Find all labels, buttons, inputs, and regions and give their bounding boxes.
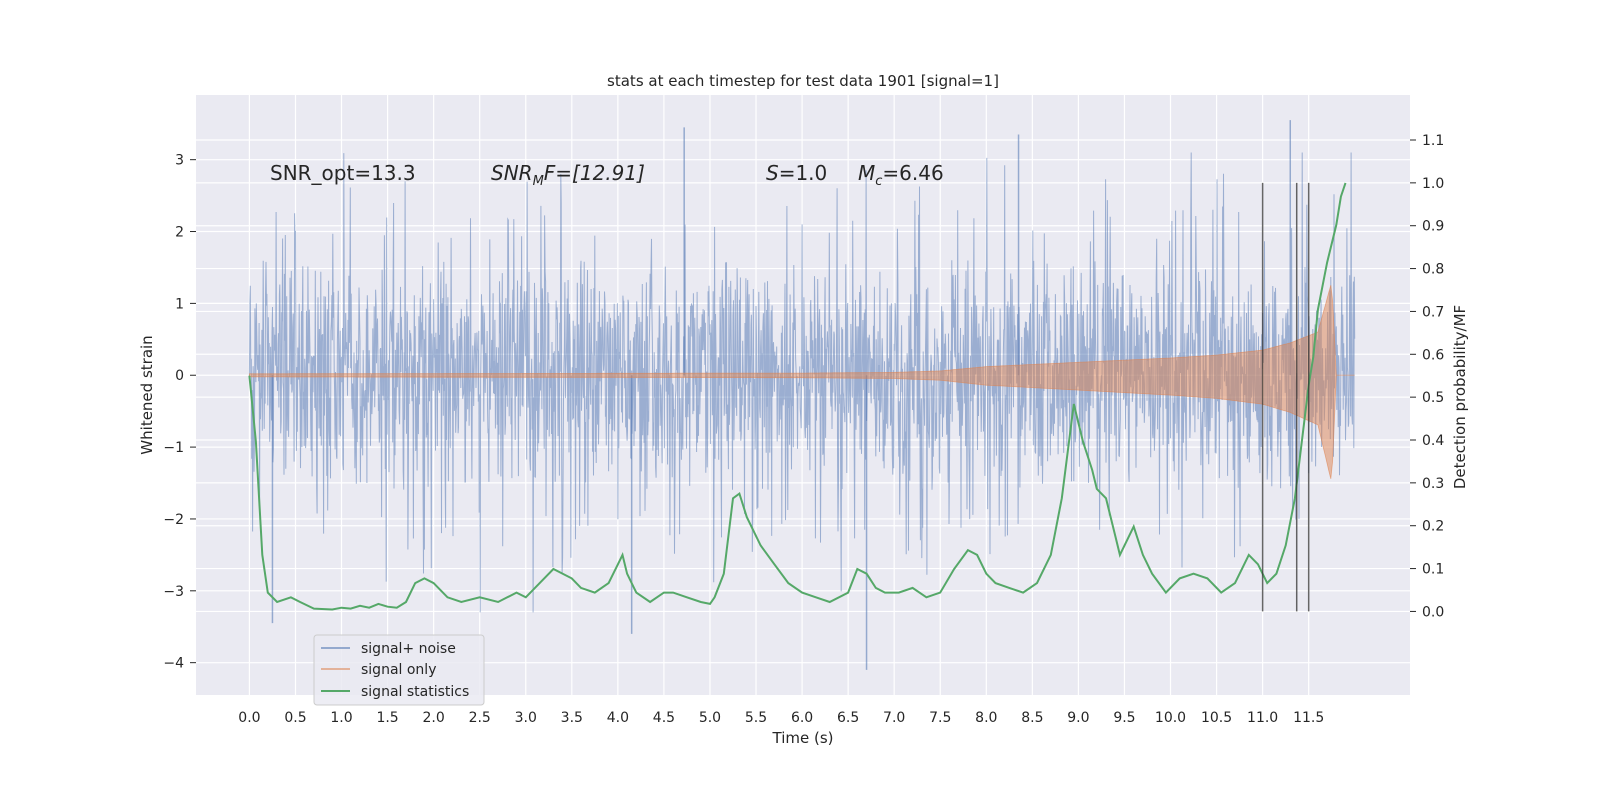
mc-rest: =6.46	[882, 161, 943, 185]
x-tick-label: 3.5	[561, 710, 583, 726]
left-axis-label: Whitened strain	[138, 335, 156, 454]
snr-mf-sub: M	[533, 174, 544, 189]
left-axis-ticks: 3 2 1 0 −1 −2 −3 −4	[163, 153, 196, 672]
right-gridlines	[196, 139, 1410, 613]
legend-label-signal: signal only	[361, 662, 436, 678]
x-tick-label: 11.0	[1247, 710, 1278, 726]
s-rest: =1.0	[779, 161, 828, 185]
x-tick-label: 2.0	[423, 710, 445, 726]
s-var: S	[766, 161, 779, 185]
x-tick-label: 9.0	[1067, 710, 1089, 726]
x-tick-label: 8.0	[975, 710, 997, 726]
chart-title: stats at each timestep for test data 190…	[607, 72, 999, 90]
x-axis-ticks: 0.0 0.5 1.0 1.5 2.0 2.5 3.0 3.5 4.0 4.5 5.0 5.5 6.0 6…	[238, 710, 1324, 726]
x-tick-label: 0.5	[284, 710, 306, 726]
x-tick-label: 5.0	[699, 710, 721, 726]
right-tick-label: 0.6	[1422, 347, 1444, 363]
x-tick-label: 11.5	[1293, 710, 1324, 726]
signal-noise-line	[248, 152, 1356, 613]
legend-label-noise: signal+ noise	[361, 641, 456, 657]
x-tick-label: 0.0	[238, 710, 260, 726]
right-tick-label: 1.0	[1422, 176, 1444, 192]
x-tick-label: 3.0	[515, 710, 537, 726]
left-tick-label: −1	[163, 440, 184, 456]
right-tick-label: 0.3	[1422, 476, 1444, 492]
x-tick-label: 1.0	[330, 710, 352, 726]
s-annotation: S=1.0	[766, 161, 827, 185]
right-tick-label: 0.7	[1422, 304, 1444, 320]
left-tick-label: 1	[175, 296, 184, 312]
x-tick-label: 7.5	[929, 710, 951, 726]
x-tick-label: 7.0	[883, 710, 905, 726]
right-tick-label: 0.4	[1422, 433, 1444, 449]
left-tick-label: −2	[163, 512, 184, 528]
legend: signal+ noise signal only signal statist…	[313, 634, 485, 706]
x-tick-label: 4.5	[653, 710, 675, 726]
right-tick-label: 1.1	[1422, 133, 1444, 149]
signal-statistics-line	[248, 182, 1347, 611]
signal-statistics-series	[248, 182, 1347, 611]
x-tick-label: 2.5	[469, 710, 491, 726]
right-tick-label: 0.5	[1422, 390, 1444, 406]
x-tick-label: 6.5	[837, 710, 859, 726]
x-tick-label: 10.5	[1201, 710, 1232, 726]
left-tick-label: 2	[175, 225, 184, 241]
snr-opt-annotation: SNR_opt=13.3	[270, 161, 416, 185]
mc-var: M	[858, 161, 875, 185]
x-tick-label: 9.5	[1113, 710, 1135, 726]
x-tick-label: 6.0	[791, 710, 813, 726]
x-tick-label: 5.5	[745, 710, 767, 726]
mc-sub: c	[875, 174, 882, 189]
mc-annotation: Mc=6.46	[858, 161, 944, 189]
x-axis-label: Time (s)	[772, 729, 834, 747]
signal-noise-series	[248, 120, 1356, 670]
signal-only-band	[249, 285, 1355, 479]
snr-mf-base: SNR	[491, 161, 533, 185]
right-tick-label: 0.8	[1422, 262, 1444, 278]
x-tick-label: 4.0	[607, 710, 629, 726]
left-tick-label: 3	[175, 153, 184, 169]
right-axis-label: Detection probability/MF	[1451, 305, 1469, 489]
vertical-markers	[1261, 182, 1310, 612]
snr-mf-rest: F=[12.91]	[544, 161, 645, 185]
x-tick-label: 8.5	[1021, 710, 1043, 726]
x-tick-label: 10.0	[1155, 710, 1186, 726]
right-axis-ticks: 1.1 1.0 0.9 0.8 0.7 0.6 0.5 0.4 0.3 0.2 0.1 0.0	[1410, 133, 1444, 620]
left-tick-label: 0	[175, 368, 184, 384]
right-tick-label: 0.2	[1422, 519, 1444, 535]
right-tick-label: 0.0	[1422, 604, 1444, 620]
left-tick-label: −4	[163, 656, 184, 672]
signal-only-series	[249, 285, 1355, 479]
legend-label-stats: signal statistics	[361, 684, 469, 700]
right-tick-label: 0.1	[1422, 562, 1444, 578]
legend-box	[313, 634, 485, 706]
left-tick-label: −3	[163, 584, 184, 600]
right-tick-label: 0.9	[1422, 219, 1444, 235]
snr-mf-annotation: SNRMF=[12.91]	[491, 161, 645, 189]
x-tick-label: 1.5	[376, 710, 398, 726]
